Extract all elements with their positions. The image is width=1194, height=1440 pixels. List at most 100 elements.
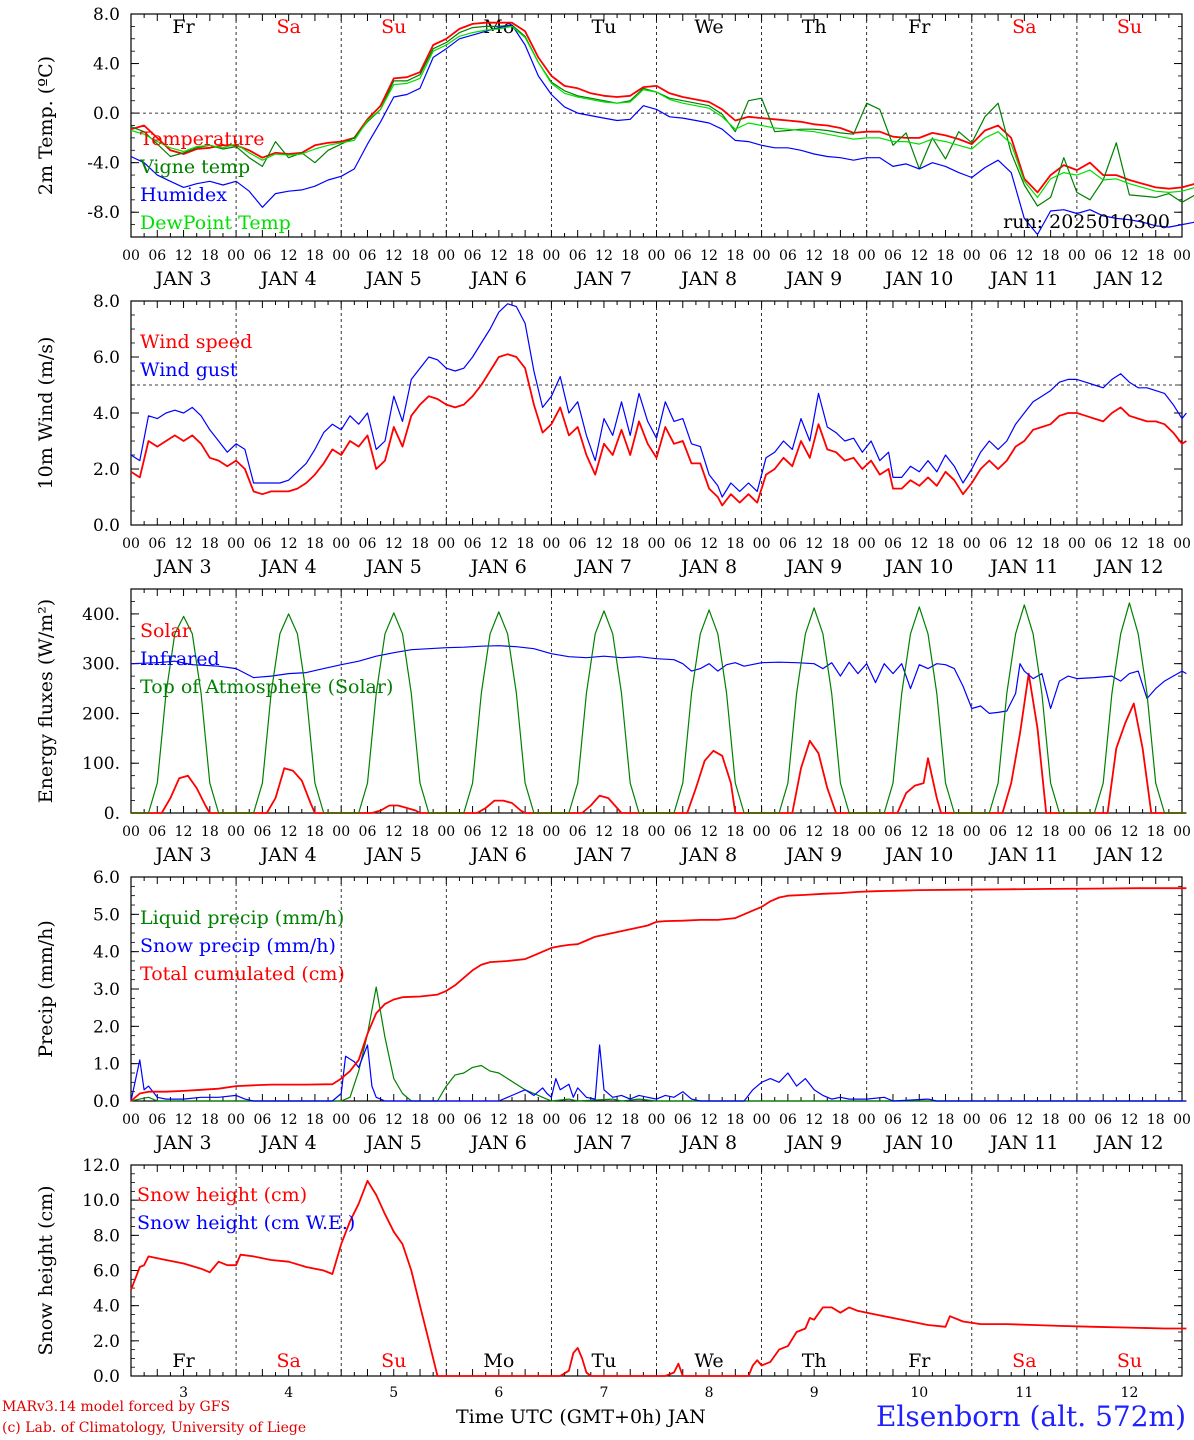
hour-tick-label: 12	[490, 1112, 508, 1128]
hour-tick-label: 06	[569, 1112, 587, 1128]
date-label: JAN 7	[574, 1132, 632, 1154]
hour-tick-label: 12	[1015, 1112, 1033, 1128]
date-label: JAN 7	[574, 556, 632, 578]
hour-tick-label: 00	[753, 824, 771, 840]
hour-tick-label: 00	[542, 1112, 560, 1128]
hour-tick-label: 18	[516, 1112, 534, 1128]
hour-tick-label: 18	[411, 536, 429, 552]
hour-tick-label: 00	[227, 248, 245, 264]
hour-tick-label: 12	[700, 1112, 718, 1128]
hour-tick-label: 06	[674, 824, 692, 840]
hour-tick-label: 18	[1042, 824, 1060, 840]
day-number-label: 10	[910, 1385, 928, 1401]
hour-tick-label: 00	[542, 824, 560, 840]
y-tick-label: -8.0	[87, 203, 120, 223]
weekday-label: Sa	[1012, 16, 1036, 38]
y-tick-label: 2.0	[93, 1017, 120, 1037]
y-tick-label: 3.0	[93, 980, 120, 1000]
date-label: JAN 12	[1093, 844, 1163, 866]
weekday-label: Su	[381, 16, 406, 38]
hour-tick-label: 00	[858, 1112, 876, 1128]
y-axis-label: 10m Wind (m/s)	[35, 337, 57, 490]
hour-tick-label: 12	[1121, 824, 1139, 840]
hour-tick-label: 18	[621, 536, 639, 552]
hour-tick-label: 18	[516, 248, 534, 264]
date-label: JAN 7	[574, 844, 632, 866]
hour-tick-label: 06	[464, 248, 482, 264]
y-tick-label: 6.0	[93, 868, 120, 888]
weekday-label: Fr	[908, 1350, 931, 1372]
date-label: JAN 4	[259, 1132, 317, 1154]
hour-tick-label: 12	[175, 1112, 193, 1128]
hour-tick-label: 18	[726, 824, 744, 840]
hour-tick-label: 00	[227, 824, 245, 840]
series-line	[131, 672, 1187, 814]
series-line	[130, 1179, 1187, 1377]
date-label: JAN 9	[784, 844, 842, 866]
model-credit-text: MARv3.14 model forced by GFS	[2, 1399, 231, 1415]
hour-tick-label: 06	[779, 1112, 797, 1128]
hour-tick-label: 06	[674, 536, 692, 552]
hour-tick-label: 12	[910, 536, 928, 552]
weekday-label: Tu	[591, 16, 616, 38]
series-line	[130, 353, 1187, 507]
day-number-label: 4	[284, 1385, 293, 1401]
date-label: JAN 8	[679, 268, 737, 290]
date-label: JAN 11	[988, 556, 1058, 578]
hour-tick-label: 12	[1121, 1112, 1139, 1128]
weekday-label: Th	[802, 1350, 827, 1372]
hour-tick-label: 00	[332, 248, 350, 264]
hour-tick-label: 00	[1068, 536, 1086, 552]
y-tick-label: 8.0	[93, 5, 120, 25]
hour-tick-label: 00	[648, 248, 666, 264]
hour-tick-label: 12	[280, 824, 298, 840]
hour-tick-label: 18	[726, 536, 744, 552]
day-number-label: 8	[705, 1385, 714, 1401]
hour-tick-label: 00	[963, 824, 981, 840]
day-number-label: 3	[179, 1385, 188, 1401]
hour-tick-label: 00	[858, 248, 876, 264]
hour-tick-label: 00	[1173, 536, 1191, 552]
hour-tick-label: 00	[542, 248, 560, 264]
date-label: JAN 8	[679, 1132, 737, 1154]
date-label: JAN 11	[988, 844, 1058, 866]
hour-tick-label: 12	[700, 248, 718, 264]
hour-tick-label: 12	[805, 1112, 823, 1128]
date-label: JAN 12	[1093, 1132, 1163, 1154]
weekday-label: Fr	[172, 16, 195, 38]
weekday-label: Sa	[1012, 1350, 1036, 1372]
hour-tick-label: 00	[858, 824, 876, 840]
hour-tick-label: 12	[805, 824, 823, 840]
date-label: JAN 10	[883, 556, 953, 578]
date-label: JAN 11	[988, 268, 1058, 290]
hour-tick-label: 06	[569, 248, 587, 264]
y-tick-label: 6.0	[93, 348, 120, 368]
x-axis-title: Time UTC (GMT+0h) JAN	[456, 1406, 706, 1428]
hour-tick-label: 12	[490, 248, 508, 264]
date-label: JAN 7	[574, 268, 632, 290]
hour-tick-label: 06	[359, 824, 377, 840]
date-label: JAN 10	[883, 1132, 953, 1154]
series-line	[130, 24, 1194, 236]
hour-tick-label: 06	[569, 536, 587, 552]
hour-tick-label: 06	[779, 248, 797, 264]
hour-tick-label: 00	[227, 536, 245, 552]
hour-tick-label: 00	[437, 824, 455, 840]
hour-tick-label: 12	[385, 1112, 403, 1128]
hour-tick-label: 12	[910, 1112, 928, 1128]
date-label: JAN 3	[154, 844, 212, 866]
weekday-label: Sa	[276, 1350, 300, 1372]
hour-tick-label: 18	[516, 824, 534, 840]
hour-tick-label: 18	[832, 248, 850, 264]
hour-tick-label: 06	[148, 536, 166, 552]
lab-credit-text: (c) Lab. of Climatology, University of L…	[2, 1420, 307, 1436]
day-number-label: 6	[494, 1385, 503, 1401]
hour-tick-label: 12	[805, 536, 823, 552]
y-axis-label: Precip (mm/h)	[35, 920, 57, 1058]
y-tick-label: 4.0	[93, 55, 120, 75]
day-number-label: 12	[1121, 1385, 1139, 1401]
hour-tick-label: 06	[1094, 536, 1112, 552]
hour-tick-label: 18	[1147, 1112, 1165, 1128]
weekday-label: Mo	[483, 1350, 514, 1372]
